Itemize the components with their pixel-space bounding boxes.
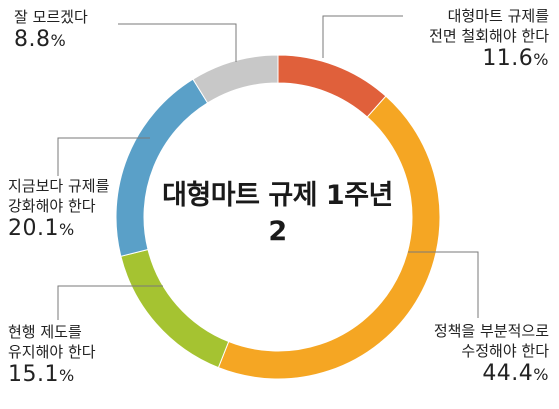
slice-value-4-unit: % xyxy=(50,31,67,50)
donut-slice-4 xyxy=(192,54,279,104)
slice-value-4-number: 8.8 xyxy=(14,27,51,52)
chart-subtitle-text: 2 xyxy=(268,216,287,247)
slice-value-4: 8.8% xyxy=(14,27,88,54)
leader-line-0 xyxy=(322,15,403,58)
slice-value-1: 44.4% xyxy=(434,361,549,388)
slice-value-2-unit: % xyxy=(58,366,75,385)
slice-value-0: 11.6% xyxy=(429,46,549,73)
slice-value-3-number: 20.1 xyxy=(8,216,59,241)
slice-label-0-line-1: 전면 철회해야 한다 xyxy=(429,27,549,45)
slice-value-0-number: 11.6 xyxy=(482,46,534,71)
slice-value-3-unit: % xyxy=(58,220,75,239)
slice-label-4-line-0: 잘 모르겠다 xyxy=(14,8,88,26)
leader-line-2 xyxy=(57,285,163,320)
slice-value-2-number: 15.1 xyxy=(8,362,59,387)
slice-value-1-unit: % xyxy=(533,365,549,384)
donut-slice-2 xyxy=(120,248,230,369)
slice-value-2: 15.1% xyxy=(8,362,96,389)
chart-title: 대형마트 규제 1주년 2 xyxy=(150,178,405,250)
slice-value-0-unit: % xyxy=(533,50,549,69)
slice-value-1-number: 44.4 xyxy=(482,361,534,386)
slice-label-0: 대형마트 규제를 전면 철회해야 한다 11.6% xyxy=(429,6,549,73)
slice-value-3: 20.1% xyxy=(8,216,109,243)
slice-label-4: 잘 모르겠다 8.8% xyxy=(14,7,88,54)
slice-label-3-line-1: 강화해야 한다 xyxy=(8,197,96,215)
leader-line-3 xyxy=(57,137,150,176)
slice-label-1-line-1: 수정해야 한다 xyxy=(461,342,549,360)
leader-line-1 xyxy=(408,251,479,318)
chart-title-text: 대형마트 규제 1주년 xyxy=(162,180,393,211)
donut-slice-0 xyxy=(277,54,387,118)
slice-label-3-line-0: 지금보다 규제를 xyxy=(8,177,110,195)
slice-label-2-line-1: 유지해야 한다 xyxy=(8,343,96,361)
slice-label-2: 현행 제도를 유지해야 한다 15.1% xyxy=(8,322,96,389)
slice-label-0-line-0: 대형마트 규제를 xyxy=(447,7,549,25)
slice-label-3: 지금보다 규제를 강화해야 한다 20.1% xyxy=(8,176,109,243)
slice-label-2-line-0: 현행 제도를 xyxy=(8,323,82,341)
slice-label-1: 정책을 부분적으로 수정해야 한다 44.4% xyxy=(434,321,549,388)
slice-label-1-line-0: 정책을 부분적으로 xyxy=(433,322,549,340)
leader-line-4 xyxy=(118,23,237,62)
